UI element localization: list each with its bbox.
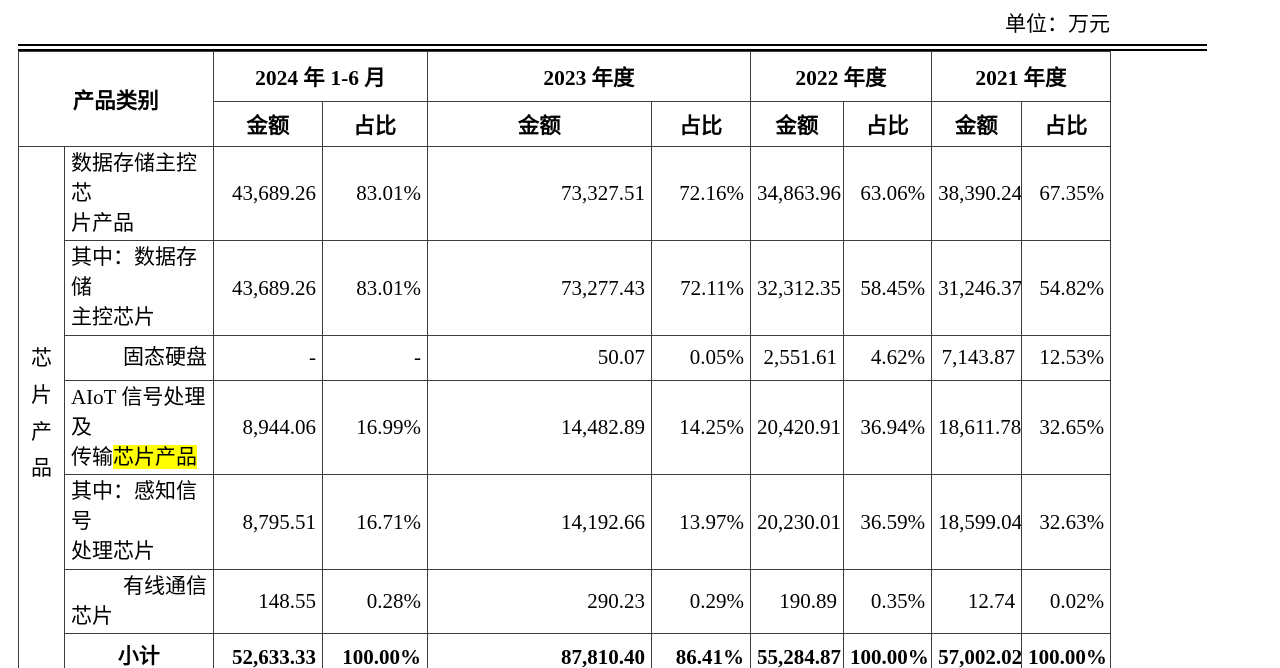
ratio-cell: 100.00%: [1021, 633, 1112, 668]
amount-cell: 7,143.87: [931, 334, 1023, 381]
ratio-cell: 83.01%: [322, 145, 429, 242]
amount-cell: 73,327.51: [427, 145, 653, 242]
ratio-cell: 14.25%: [651, 379, 752, 476]
amount-cell: 87,810.40: [427, 633, 653, 668]
row-subtotal: 小计 52,633.33 100.00% 87,810.40 86.41% 55…: [19, 633, 1112, 668]
ratio-cell: 4.62%: [843, 334, 933, 381]
amount-cell: 190.89: [750, 568, 845, 635]
ratio-header: 占比: [322, 101, 429, 147]
ratio-cell: 16.71%: [322, 474, 429, 570]
amount-cell: 43,689.26: [213, 145, 324, 242]
col-header-product-category: 产品类别: [17, 51, 215, 147]
ratio-cell: 32.63%: [1021, 474, 1112, 570]
ratio-cell: 86.41%: [651, 633, 752, 668]
row-label: 数据存储主控芯 片产品: [63, 145, 215, 242]
amount-header: 金额: [427, 101, 653, 147]
ratio-cell: 0.35%: [843, 568, 933, 635]
amount-cell: 73,277.43: [427, 240, 653, 336]
row-label: 其中：数据存储 主控芯片: [63, 240, 215, 336]
period-2024-h1-header: 2024 年 1-6 月: [213, 51, 429, 102]
ratio-cell: 63.06%: [843, 145, 933, 242]
amount-header: 金额: [931, 101, 1023, 147]
amount-cell: 148.55: [213, 568, 324, 635]
amount-cell: 34,863.96: [750, 145, 845, 242]
ratio-cell: 100.00%: [322, 633, 429, 668]
amount-cell: 18,599.04: [931, 474, 1023, 570]
amount-cell: 14,482.89: [427, 379, 653, 476]
ratio-cell: 0.29%: [651, 568, 752, 635]
ratio-header: 占比: [651, 101, 752, 147]
highlight-mark: 芯片产品: [113, 444, 197, 469]
amount-cell: 12.74: [931, 568, 1023, 635]
row-label-text: AIoT 信号处理及 传输: [71, 384, 206, 469]
row-storage-controller-products: 芯 片 产 品 数据存储主控芯 片产品 43,689.26 83.01% 73,…: [18, 145, 1112, 668]
ratio-cell: 72.16%: [651, 145, 752, 242]
ratio-header: 占比: [843, 101, 933, 147]
amount-header: 金额: [213, 101, 324, 147]
ratio-cell: 0.05%: [651, 334, 752, 381]
amount-cell: 20,420.91: [750, 379, 845, 476]
ratio-cell: 54.82%: [1021, 240, 1112, 336]
ratio-cell: 36.59%: [843, 474, 933, 570]
amount-cell: 14,192.66: [427, 474, 653, 570]
row-label: 小计: [63, 633, 215, 668]
amount-cell: 8,944.06: [213, 379, 324, 476]
row-perception-chips: 其中：感知信号 处理芯片 8,795.51 16.71% 14,192.66 1…: [19, 474, 1112, 570]
row-label: 有线通信 芯片: [63, 568, 215, 635]
amount-cell: -: [213, 334, 324, 381]
header-row-periods: 产品类别 2024 年 1-6 月 2023 年度 2022 年度 2021 年…: [17, 51, 1112, 147]
amount-cell: 18,611.78: [931, 379, 1023, 476]
revenue-by-product-table: 产品类别 2024 年 1-6 月 2023 年度 2022 年度 2021 年…: [17, 51, 1112, 668]
ratio-cell: 32.65%: [1021, 379, 1112, 476]
ratio-cell: 0.28%: [322, 568, 429, 635]
amount-cell: 8,795.51: [213, 474, 324, 570]
unit-label: 单位：万元: [1005, 12, 1110, 36]
row-wired-comm-chips: 有线通信 芯片 148.55 0.28% 290.23 0.29% 190.89…: [19, 568, 1112, 635]
period-2023-header: 2023 年度: [427, 51, 752, 102]
row-ssd: 固态硬盘 - - 50.07 0.05% 2,551.61 4.62% 7,14…: [19, 334, 1112, 381]
ratio-cell: 72.11%: [651, 240, 752, 336]
row-storage-controller-chips: 其中：数据存储 主控芯片 43,689.26 83.01% 73,277.43 …: [19, 240, 1112, 336]
table-frame: 产品类别 2024 年 1-6 月 2023 年度 2022 年度 2021 年…: [17, 44, 1207, 668]
row-label: 其中：感知信号 处理芯片: [63, 474, 215, 570]
ratio-header: 占比: [1021, 101, 1112, 147]
amount-cell: 38,390.24: [931, 145, 1023, 242]
period-2021-header: 2021 年度: [931, 51, 1112, 102]
ratio-cell: 16.99%: [322, 379, 429, 476]
amount-cell: 31,246.37: [931, 240, 1023, 336]
amount-cell: 55,284.87: [750, 633, 845, 668]
ratio-cell: 83.01%: [322, 240, 429, 336]
row-label: 固态硬盘: [63, 334, 215, 381]
ratio-cell: -: [322, 334, 429, 381]
amount-cell: 50.07: [427, 334, 653, 381]
ratio-cell: 12.53%: [1021, 334, 1112, 381]
amount-cell: 20,230.01: [750, 474, 845, 570]
period-2022-header: 2022 年度: [750, 51, 933, 102]
row-aiot-products: AIoT 信号处理及 传输芯片产品 8,944.06 16.99% 14,482…: [19, 379, 1112, 476]
ratio-cell: 13.97%: [651, 474, 752, 570]
chip-products-group-label: 芯 片 产 品: [18, 145, 65, 668]
ratio-cell: 100.00%: [843, 633, 933, 668]
amount-cell: 57,002.02: [931, 633, 1023, 668]
amount-cell: 290.23: [427, 568, 653, 635]
ratio-cell: 0.02%: [1021, 568, 1112, 635]
ratio-cell: 58.45%: [843, 240, 933, 336]
amount-header: 金额: [750, 101, 845, 147]
ratio-cell: 36.94%: [843, 379, 933, 476]
amount-cell: 2,551.61: [750, 334, 845, 381]
amount-cell: 32,312.35: [750, 240, 845, 336]
amount-cell: 52,633.33: [213, 633, 324, 668]
ratio-cell: 67.35%: [1021, 145, 1112, 242]
header-row-measures: 金额 占比 金额 占比 金额 占比 金额 占比: [19, 101, 1112, 147]
row-label: AIoT 信号处理及 传输芯片产品: [63, 379, 215, 476]
amount-cell: 43,689.26: [213, 240, 324, 336]
